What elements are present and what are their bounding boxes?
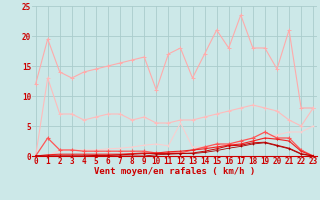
X-axis label: Vent moyen/en rafales ( km/h ): Vent moyen/en rafales ( km/h ) (94, 167, 255, 176)
